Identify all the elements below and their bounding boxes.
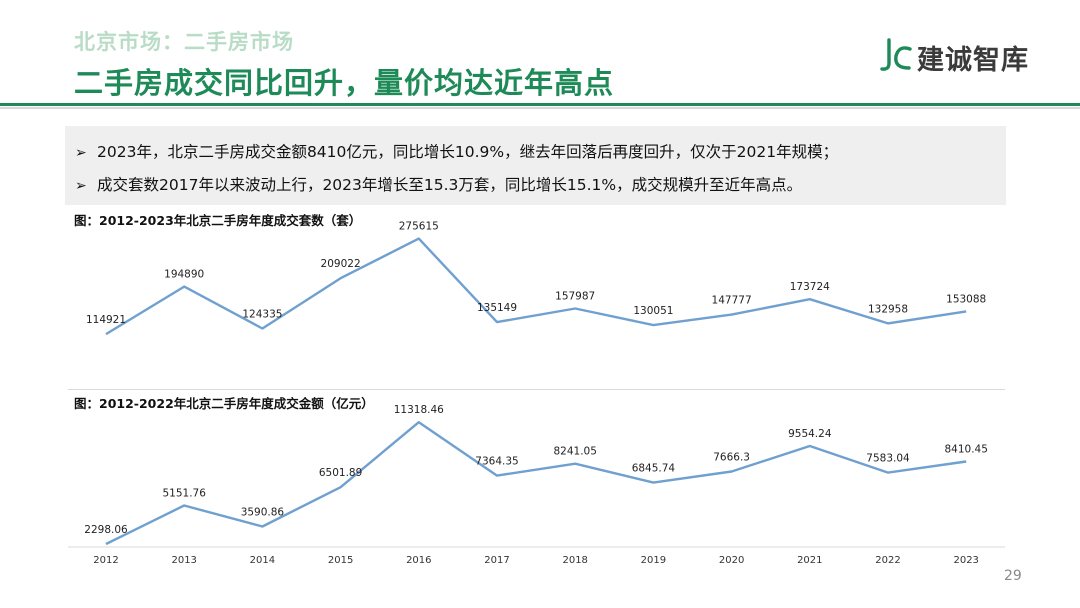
bullet-text: 2023年，北京二手房成交金额8410亿元，同比增长10.9%，继去年回落后再度… — [97, 143, 839, 161]
data-label: 3590.86 — [241, 507, 285, 519]
data-label: 194890 — [164, 269, 204, 281]
data-label: 132958 — [868, 303, 908, 315]
data-label: 11318.46 — [394, 404, 444, 416]
data-label: 7583.04 — [866, 453, 910, 465]
x-tick-label: 2016 — [406, 555, 431, 566]
x-tick-label: 2023 — [953, 555, 978, 566]
x-tick-label: 2018 — [562, 555, 587, 566]
data-label: 157987 — [555, 291, 595, 303]
arrow-bullet-icon: ➢ — [75, 145, 87, 161]
arrow-bullet-icon: ➢ — [75, 178, 87, 194]
series-line-volume — [105, 237, 967, 336]
x-tick-label: 2020 — [719, 555, 744, 566]
section-subtitle: 北京市场：二手房市场 — [74, 30, 294, 54]
logo-text: 建诚智库 — [917, 45, 1029, 76]
bullet-item: ➢ 2023年，北京二手房成交金额8410亿元，同比增长10.9%，继去年回落后再… — [75, 140, 838, 162]
data-label: 173724 — [790, 281, 830, 293]
data-label: 6845.74 — [632, 463, 676, 475]
page-number: 29 — [1004, 568, 1022, 584]
bullet-item: ➢ 成交套数2017年以来波动上行，2023年增长至15.3万套，同比增长15.1… — [75, 173, 802, 195]
data-label: 153088 — [946, 293, 986, 305]
data-label: 5151.76 — [162, 487, 206, 499]
x-tick-label: 2014 — [250, 555, 275, 566]
data-label: 275615 — [399, 221, 439, 233]
data-label: 7666.3 — [713, 452, 750, 464]
chart-title-amount: 图：2012-2022年北京二手房年度成交金额（亿元） — [74, 396, 374, 411]
data-label: 130051 — [633, 305, 673, 317]
page-title: 二手房成交同比回升，量价均达近年高点 — [74, 66, 615, 100]
data-label: 147777 — [712, 295, 752, 307]
x-tick-label: 2017 — [484, 555, 509, 566]
x-tick-label: 2015 — [328, 555, 353, 566]
summary-box: ➢ 2023年，北京二手房成交金额8410亿元，同比增长10.9%，继去年回落后再… — [65, 126, 1006, 205]
data-label: 209022 — [321, 258, 361, 270]
series-line-amount — [105, 421, 967, 546]
data-label: 8241.05 — [553, 446, 596, 458]
x-tick-label: 2012 — [93, 555, 118, 566]
x-tick-label: 2019 — [641, 555, 666, 566]
x-tick-label: 2013 — [171, 555, 196, 566]
data-label: 8410.45 — [944, 443, 987, 455]
data-label: 7364.35 — [475, 456, 518, 468]
header-rule-shadow — [0, 107, 1080, 109]
data-label: 9554.24 — [788, 428, 832, 440]
bullet-text: 成交套数2017年以来波动上行，2023年增长至15.3万套，同比增长15.1%… — [97, 176, 803, 194]
data-label: 6501.89 — [319, 467, 362, 479]
chart-title-volume: 图：2012-2023年北京二手房年度成交套数（套） — [74, 213, 362, 228]
logo-mark-icon — [880, 38, 912, 71]
x-tick-label: 2021 — [797, 555, 822, 566]
chart-divider — [68, 389, 1005, 390]
data-label: 124335 — [242, 309, 282, 321]
data-label: 114921 — [86, 314, 126, 326]
brand-logo: 建诚智库 — [877, 36, 1047, 76]
header-rule — [0, 103, 1080, 106]
data-label: 135149 — [477, 302, 517, 314]
x-tick-label: 2022 — [875, 555, 900, 566]
data-label: 2298.06 — [84, 524, 128, 536]
